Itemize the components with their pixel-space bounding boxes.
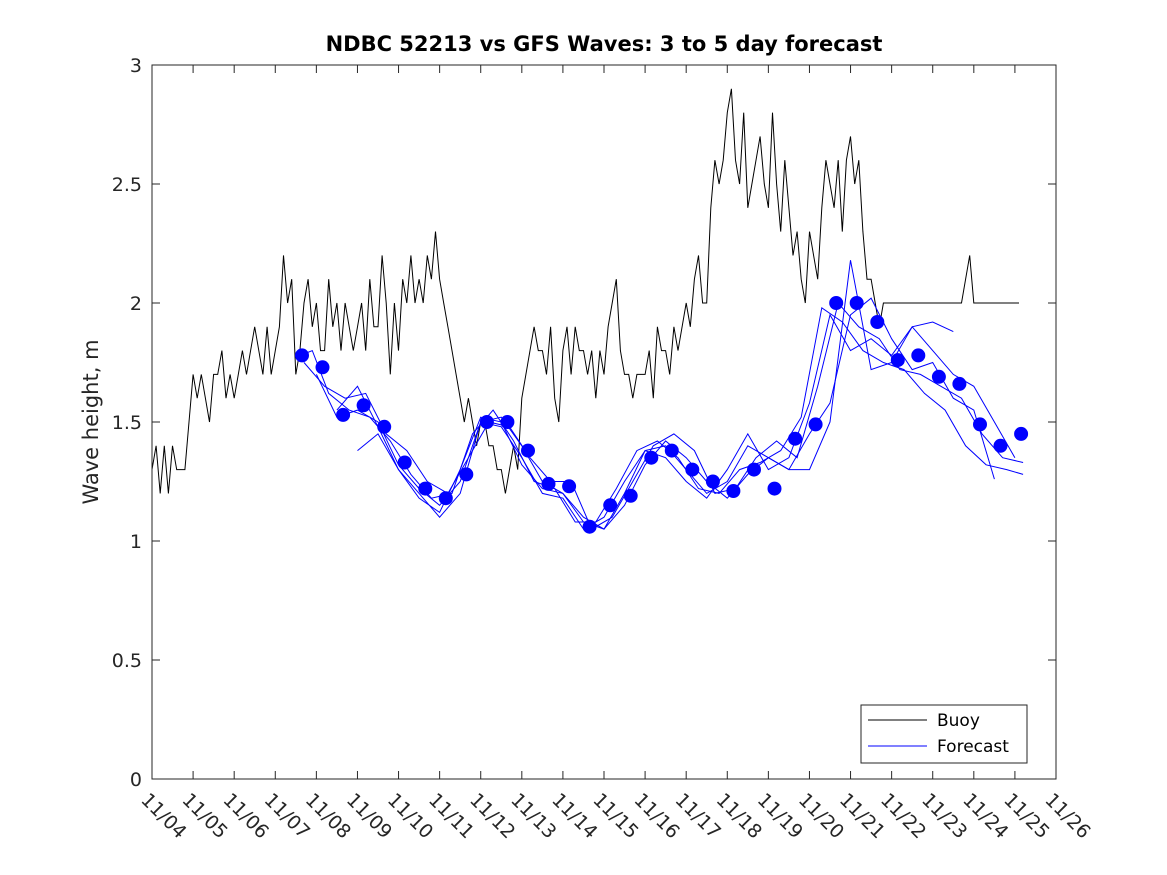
forecast-point xyxy=(952,376,967,391)
forecast-point xyxy=(890,353,905,368)
forecast-point xyxy=(541,476,556,491)
forecast-point xyxy=(459,467,474,482)
y-axis-ticks: 0 0.5 1 1.5 2 2.5 3 xyxy=(112,55,1056,791)
forecast-point xyxy=(829,296,844,310)
forecast-point xyxy=(1014,426,1029,441)
legend-buoy-label: Buoy xyxy=(937,711,980,731)
forecast-point xyxy=(603,498,618,513)
forecast-point xyxy=(562,479,577,494)
forecast-run-line xyxy=(303,301,1024,530)
chart-title: NDBC 52213 vs GFS Waves: 3 to 5 day fore… xyxy=(326,32,883,56)
forecast-run-line xyxy=(299,306,1024,523)
forecast-point xyxy=(747,462,761,477)
forecast-point xyxy=(623,488,638,503)
forecast-point xyxy=(931,369,946,384)
plot-area xyxy=(152,65,1056,779)
forecast-point xyxy=(315,360,330,375)
forecast-series xyxy=(295,260,1029,534)
buoy-series xyxy=(151,88,1019,494)
forecast-point xyxy=(500,415,515,429)
y-axis-label: Wave height, m xyxy=(79,339,103,504)
y-tick-label: 2.5 xyxy=(112,174,142,196)
forecast-point xyxy=(336,407,351,422)
forecast-point xyxy=(870,315,885,329)
forecast-point xyxy=(726,484,741,498)
y-tick-label: 0 xyxy=(130,769,142,791)
forecast-point xyxy=(685,462,700,477)
forecast-point xyxy=(664,443,679,458)
legend-box xyxy=(860,704,1028,764)
forecast-run-line xyxy=(315,260,1016,530)
y-tick-label: 2 xyxy=(130,293,142,315)
forecast-point xyxy=(397,455,412,470)
forecast-point xyxy=(418,481,433,496)
y-tick-label: 1.5 xyxy=(112,412,142,434)
forecast-point xyxy=(705,474,720,489)
forecast-point xyxy=(295,348,309,363)
forecast-point xyxy=(993,438,1008,453)
forecast-point xyxy=(911,348,926,363)
forecast-point xyxy=(849,296,864,310)
forecast-point xyxy=(521,443,535,458)
legend-forecast-label: Forecast xyxy=(937,737,1009,757)
forecast-point xyxy=(808,417,823,432)
forecast-point xyxy=(788,431,803,446)
forecast-point xyxy=(973,417,987,432)
y-tick-label: 0.5 xyxy=(112,650,142,672)
legend: Buoy Forecast xyxy=(860,704,1028,764)
forecast-point xyxy=(767,481,782,496)
forecast-point xyxy=(377,419,392,434)
y-tick-label: 3 xyxy=(130,55,142,77)
buoy-line xyxy=(151,88,1019,494)
forecast-point xyxy=(479,415,494,429)
forecast-point xyxy=(644,450,659,465)
forecast-point xyxy=(582,519,597,534)
plot-frame xyxy=(151,64,1057,780)
forecast-point xyxy=(438,491,453,506)
forecast-point xyxy=(356,398,371,413)
y-tick-label: 1 xyxy=(130,531,142,553)
